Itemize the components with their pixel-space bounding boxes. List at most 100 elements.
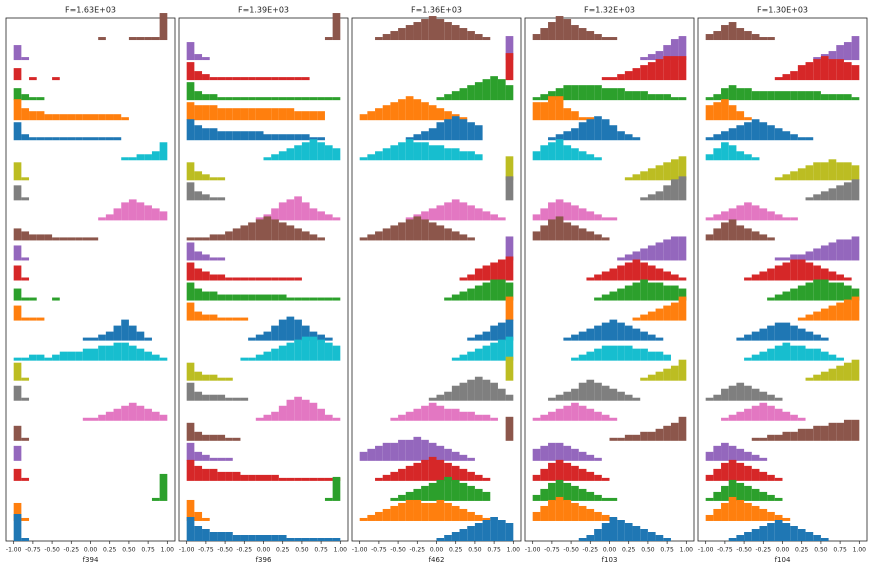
hist-bar xyxy=(144,37,152,41)
x-tick-label: 0.00 xyxy=(257,547,271,554)
hist-bar xyxy=(843,419,852,441)
hist-bar xyxy=(655,268,664,281)
x-tick-label: 0.25 xyxy=(276,547,290,554)
hist-bar xyxy=(240,357,249,361)
hist-bar xyxy=(194,511,203,521)
hist-bar xyxy=(255,108,264,121)
hist-bar xyxy=(663,94,671,101)
hist-bar xyxy=(774,408,783,421)
hist-bar xyxy=(790,259,798,281)
hist-bar xyxy=(632,282,641,301)
hist-bar xyxy=(490,262,498,281)
hist-bar xyxy=(805,197,814,201)
hist-bar xyxy=(563,202,572,221)
hist-bar xyxy=(790,171,798,181)
hist-bar xyxy=(851,97,860,101)
hist-bar xyxy=(136,348,145,361)
hist-bar xyxy=(248,277,256,281)
hist-bar xyxy=(843,182,852,201)
hist-bar xyxy=(563,445,572,461)
hist-bar xyxy=(601,217,610,221)
hist-bar xyxy=(540,445,549,461)
hist-bar xyxy=(721,417,729,421)
hist-bar xyxy=(75,137,83,141)
hist-bar xyxy=(309,297,318,301)
hist-bar xyxy=(324,145,333,161)
hist-bar xyxy=(759,271,768,281)
hist-bar xyxy=(75,351,83,361)
hist-bar xyxy=(13,288,22,301)
hist-bar xyxy=(820,94,829,101)
hist-bar xyxy=(759,391,768,401)
hist-bar xyxy=(774,77,783,81)
hist-bar xyxy=(271,219,279,241)
hist-bar xyxy=(332,97,341,101)
hist-bar xyxy=(294,134,302,141)
hist-bar xyxy=(655,351,664,361)
hist-bar xyxy=(317,211,325,221)
hist-bar xyxy=(255,474,264,481)
hist-bar xyxy=(232,131,241,141)
hist-bar xyxy=(128,345,137,361)
hist-bar xyxy=(728,128,737,141)
hist-bar xyxy=(728,385,737,401)
hist-bar xyxy=(728,22,737,41)
hist-bar xyxy=(286,134,295,141)
hist-bar xyxy=(255,131,264,141)
hist-bar xyxy=(744,88,752,101)
x-tick-label: 1.00 xyxy=(680,547,694,554)
hist-bar xyxy=(843,277,852,281)
hist-bar xyxy=(790,134,798,141)
hist-bar xyxy=(751,331,760,341)
hist-bar xyxy=(490,279,498,301)
hist-bar xyxy=(29,297,37,301)
hist-bar xyxy=(436,538,445,541)
hist-bar xyxy=(586,211,595,221)
hist-bar xyxy=(663,56,671,81)
hist-bar xyxy=(601,523,610,541)
hist-bar xyxy=(482,211,491,221)
hist-bar xyxy=(294,538,302,541)
hist-bar xyxy=(82,137,91,141)
hist-bar xyxy=(421,19,429,41)
hist-bar xyxy=(59,114,68,121)
hist-bar xyxy=(59,351,68,361)
hist-bar xyxy=(797,285,806,301)
hist-bar xyxy=(186,422,195,441)
x-tick-label: 0.50 xyxy=(295,547,309,554)
hist-bar xyxy=(505,296,514,321)
hist-bar xyxy=(278,108,287,121)
hist-bar xyxy=(13,162,22,181)
hist-bar xyxy=(721,131,729,141)
hist-bar xyxy=(851,419,860,441)
hist-bar xyxy=(428,222,437,241)
hist-bar xyxy=(286,108,295,121)
hist-bar xyxy=(836,282,844,301)
hist-bar xyxy=(317,339,325,361)
hist-bar xyxy=(813,279,821,301)
hist-bar xyxy=(186,302,195,321)
hist-bar xyxy=(398,142,406,161)
hist-bar xyxy=(571,502,579,521)
hist-bar xyxy=(632,137,641,141)
hist-bar xyxy=(474,348,483,361)
hist-bar xyxy=(571,357,579,361)
hist-bar xyxy=(586,379,595,401)
hist-bar xyxy=(782,431,791,441)
hist-bar xyxy=(375,108,383,121)
hist-bar xyxy=(324,342,333,361)
x-tick-label: 0.75 xyxy=(314,547,328,554)
hist-bar xyxy=(851,36,860,61)
hist-bar xyxy=(563,108,572,121)
hist-bar xyxy=(436,394,445,401)
hist-bar xyxy=(624,325,633,341)
hist-bar xyxy=(782,257,791,261)
hist-bar xyxy=(797,428,806,441)
hist-bar xyxy=(82,417,91,421)
hist-bar xyxy=(578,488,587,501)
hist-bar xyxy=(451,505,460,521)
hist-bar xyxy=(21,108,30,121)
hist-bar xyxy=(678,97,687,101)
hist-bar xyxy=(670,97,679,101)
hist-bar xyxy=(36,97,45,101)
